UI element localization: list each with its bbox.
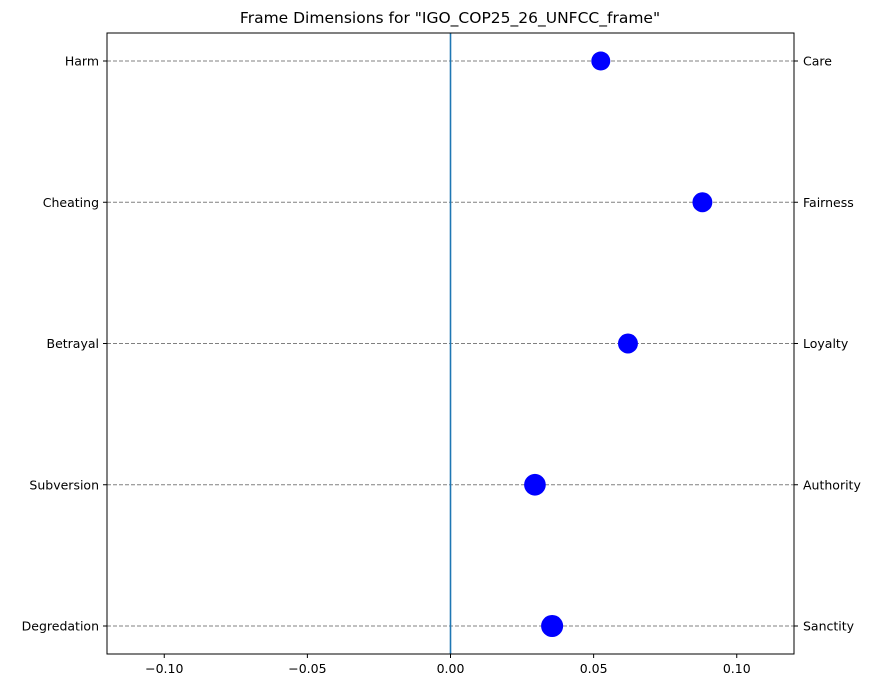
- left-tick-label: Subversion: [29, 477, 99, 492]
- x-axis: −0.10 −0.05 0.00 0.05 0.10: [145, 654, 751, 676]
- data-point: [524, 473, 546, 496]
- right-tick-label: Loyalty: [803, 336, 849, 351]
- left-tick-label: Betrayal: [47, 336, 100, 351]
- data-point: [692, 192, 713, 213]
- right-tick-label: Authority: [803, 477, 861, 492]
- right-tick-label: Fairness: [803, 195, 854, 210]
- left-tick-label: Cheating: [43, 195, 99, 210]
- data-point: [618, 333, 638, 354]
- right-tick-label: Care: [803, 54, 832, 69]
- chart-title: Frame Dimensions for "IGO_COP25_26_UNFCC…: [240, 9, 660, 28]
- x-tick-label: 0.10: [723, 661, 751, 676]
- data-point: [541, 614, 564, 638]
- x-tick-label: 0.00: [437, 661, 465, 676]
- right-tick-label: Sanctity: [803, 619, 855, 634]
- x-tick-label: −0.05: [288, 661, 326, 676]
- left-axis: Harm Cheating Betrayal Subversion Degredatio…: [22, 54, 107, 634]
- right-axis: Care Fairness Loyalty Authority Sanctity: [794, 54, 861, 634]
- data-point: [591, 51, 611, 71]
- x-tick-label: −0.10: [145, 661, 183, 676]
- data-points: [524, 51, 713, 638]
- left-tick-label: Degredation: [22, 619, 99, 634]
- left-tick-label: Harm: [65, 54, 99, 69]
- x-tick-label: 0.05: [580, 661, 608, 676]
